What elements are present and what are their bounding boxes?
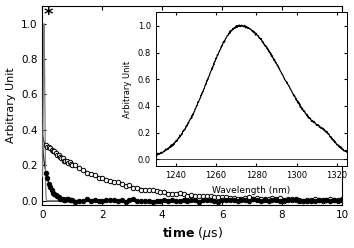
Y-axis label: Arbitrary Unit: Arbitrary Unit <box>6 68 16 143</box>
X-axis label: $\bf{time}$ ($\mu$s): $\bf{time}$ ($\mu$s) <box>162 225 223 243</box>
Y-axis label: Arbitrary Unit: Arbitrary Unit <box>123 61 132 118</box>
Text: *: * <box>43 6 53 24</box>
X-axis label: Wavelength (nm): Wavelength (nm) <box>212 186 291 195</box>
